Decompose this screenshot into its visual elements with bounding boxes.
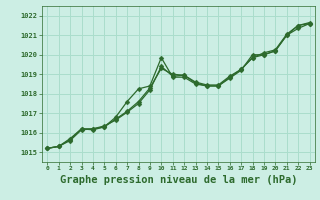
X-axis label: Graphe pression niveau de la mer (hPa): Graphe pression niveau de la mer (hPa) (60, 175, 297, 185)
